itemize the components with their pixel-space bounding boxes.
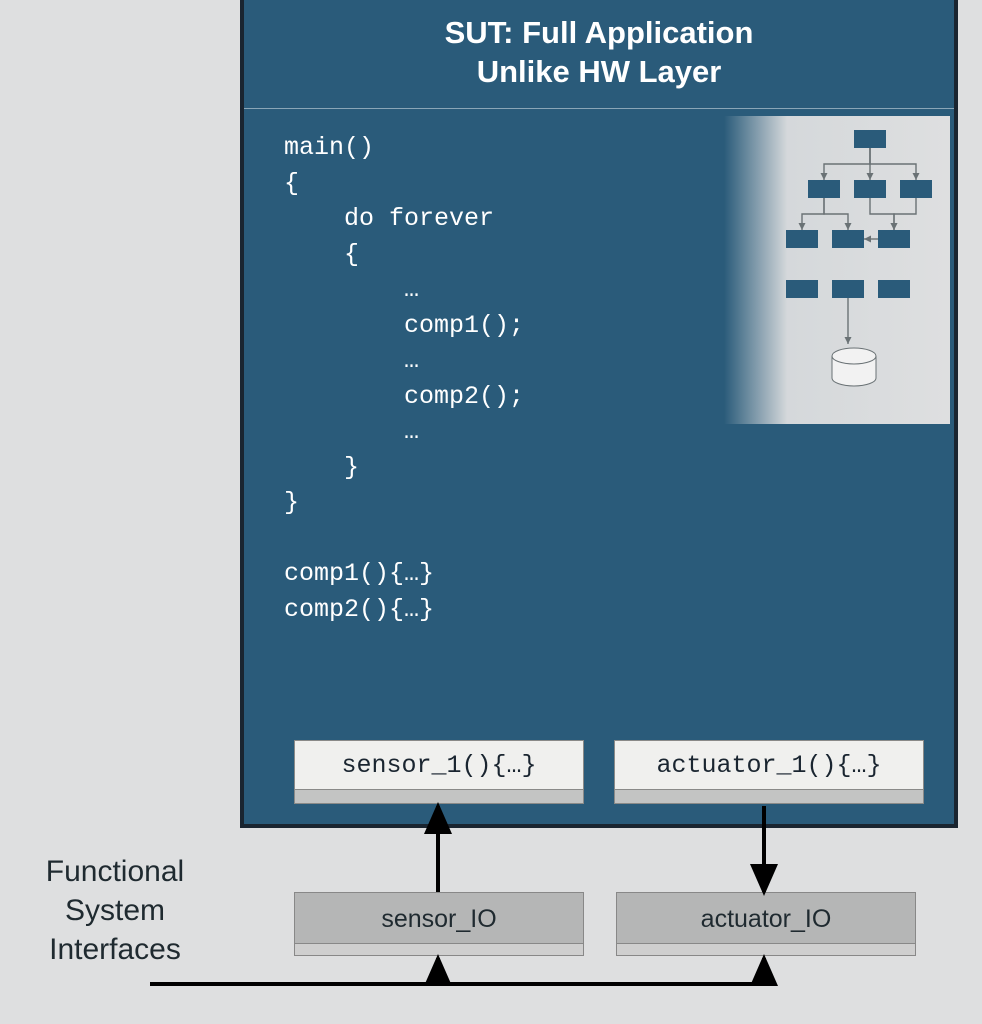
actuator-io-box: actuator_IO — [616, 892, 916, 944]
actuator-function-box: actuator_1(){…} — [614, 740, 924, 790]
sut-title-line1: SUT: Full Application — [445, 15, 754, 50]
sensor-io-shadow — [294, 944, 584, 956]
sut-title-line2: Unlike HW Layer — [477, 54, 722, 89]
sensor-function-box: sensor_1(){…} — [294, 740, 584, 790]
sut-title: SUT: Full Application Unlike HW Layer — [244, 0, 954, 109]
code-block: main() { do forever { … comp1(); … comp2… — [284, 130, 524, 627]
fsi-line3: Interfaces — [49, 933, 181, 966]
actuator-function-shadow — [614, 790, 924, 804]
fsi-line2: System — [65, 894, 165, 927]
sensor-io-box: sensor_IO — [294, 892, 584, 944]
fsi-line1: Functional — [46, 855, 184, 888]
sensor-function-shadow — [294, 790, 584, 804]
actuator-io-shadow — [616, 944, 916, 956]
flowchart-panel — [724, 116, 950, 424]
sut-container: SUT: Full Application Unlike HW Layer ma… — [240, 0, 958, 828]
functional-system-interfaces-label: Functional System Interfaces — [0, 852, 230, 969]
flowchart-svg — [724, 116, 950, 424]
